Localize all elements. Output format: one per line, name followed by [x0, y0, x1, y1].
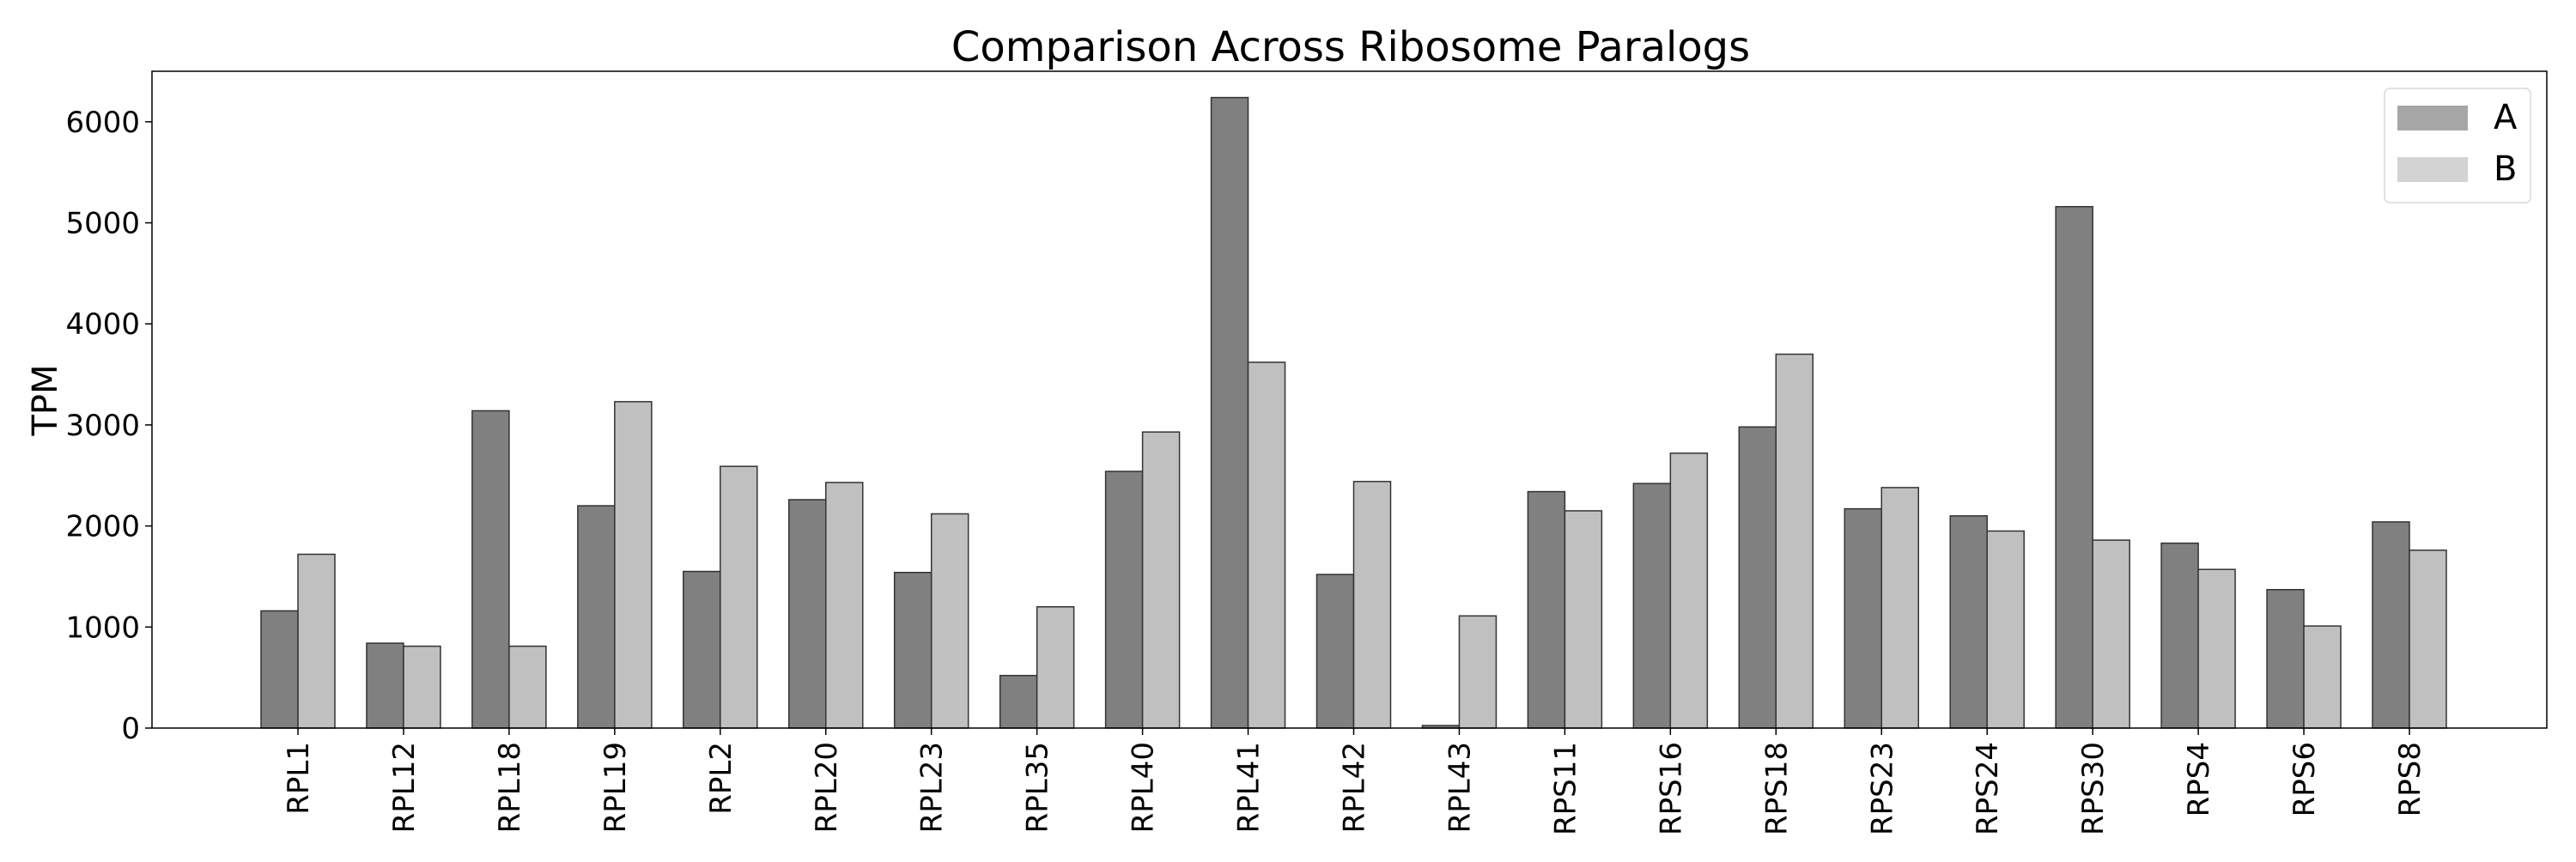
y-tick-label: 3000	[65, 409, 140, 443]
bar-rpl20-a	[788, 499, 827, 729]
bar-rps24-b	[1986, 530, 2025, 729]
bar-rpl12-b	[403, 645, 441, 729]
bar-rps18-a	[1738, 426, 1777, 729]
legend-label-b: B	[2494, 149, 2517, 189]
bar-rpl41-b	[1247, 361, 1286, 729]
x-tick-label-rps18: RPS18	[1759, 742, 1794, 835]
y-tick-label: 6000	[65, 106, 140, 140]
bar-rps4-a	[2160, 542, 2199, 729]
bar-rps4-b	[2197, 568, 2236, 729]
bar-rpl42-b	[1352, 481, 1392, 729]
bar-rpl20-b	[825, 482, 864, 729]
x-tick-label-rpl19: RPL19	[598, 742, 633, 833]
bar-rpl1-a	[260, 610, 299, 729]
bar-rps6-b	[2303, 625, 2342, 729]
x-tick-label-rpl43: RPL43	[1443, 742, 1477, 833]
bar-rps11-a	[1527, 490, 1566, 729]
x-tick-label-rpl41: RPL41	[1232, 742, 1267, 833]
y-axis-label: TPM	[26, 364, 65, 436]
x-axis-ticks: RPL1 RPL12 RPL18 RPL19 RPL2 RPL20 RPL23 RPL35 RP…	[282, 728, 2427, 835]
x-tick-label-rps6: RPS6	[2287, 742, 2322, 816]
bar-rpl40-b	[1141, 431, 1181, 729]
bar-rpl23-a	[893, 572, 933, 729]
plot-frame	[151, 70, 2548, 729]
x-tick-label-rpl18: RPL18	[493, 742, 527, 833]
bar-rpl40-a	[1104, 470, 1144, 729]
legend-swatch-a	[2397, 106, 2468, 131]
x-tick-label-rps16: RPS16	[1654, 742, 1688, 835]
x-tick-label-rpl20: RPL20	[810, 742, 844, 833]
y-tick-label: 4000	[65, 307, 140, 342]
bar-rpl42-a	[1315, 574, 1355, 729]
bar-rpl19-a	[577, 505, 616, 729]
x-tick-label-rpl40: RPL40	[1127, 742, 1161, 833]
x-tick-label-rpl12: RPL12	[387, 742, 422, 833]
x-tick-label-rps30: RPS30	[2076, 742, 2111, 835]
y-axis-ticks: 0 1000 2000 3000 4000 5000 6000	[65, 106, 152, 746]
bar-rpl2-b	[720, 465, 758, 729]
bar-rps24-a	[1949, 515, 1988, 729]
x-tick-label-rps8: RPS8	[2393, 742, 2427, 816]
bar-rps8-b	[2409, 549, 2447, 729]
bar-rpl35-b	[1036, 606, 1075, 729]
x-tick-label-rps11: RPS11	[1548, 742, 1583, 835]
bar-rps16-a	[1632, 483, 1672, 729]
bar-rps6-a	[2266, 589, 2305, 729]
x-tick-label-rpl2: RPL2	[704, 742, 738, 815]
bar-rpl18-a	[471, 410, 510, 729]
bar-rps8-a	[2372, 521, 2410, 729]
bar-rps30-b	[2092, 539, 2130, 729]
bar-rpl19-b	[614, 401, 653, 729]
x-tick-label-rpl42: RPL42	[1338, 742, 1372, 833]
y-tick-label: 5000	[65, 207, 140, 241]
bar-rps30-a	[2055, 205, 2093, 729]
legend-label-a: A	[2494, 98, 2518, 137]
bar-rps18-b	[1775, 353, 1814, 729]
bar-rpl12-a	[366, 642, 404, 729]
x-tick-label-rpl35: RPL35	[1021, 742, 1055, 833]
y-tick-label: 1000	[65, 610, 140, 645]
legend-swatch-b	[2397, 157, 2468, 182]
x-tick-label-rps23: RPS23	[1865, 742, 1899, 835]
bar-rpl2-a	[683, 570, 721, 729]
chart-title: Comparison Across Ribosome Paralogs	[951, 23, 1750, 71]
bar-rps23-a	[1844, 507, 1882, 729]
bar-rpl41-a	[1210, 96, 1249, 729]
legend: AB	[2384, 88, 2531, 203]
bar-rps11-b	[1564, 510, 1603, 729]
bar-rpl23-b	[930, 513, 969, 729]
x-tick-label-rpl1: RPL1	[282, 742, 316, 815]
bars-group	[260, 96, 2447, 729]
bar-rps16-b	[1669, 452, 1709, 729]
y-tick-label: 0	[121, 712, 140, 746]
bar-rpl18-b	[508, 645, 547, 729]
x-tick-label-rps24: RPS24	[1971, 742, 2005, 835]
bar-rpl35-a	[999, 675, 1038, 729]
x-tick-label-rps4: RPS4	[2182, 742, 2216, 816]
bar-rpl43-b	[1458, 615, 1498, 729]
bar-rpl1-b	[297, 553, 336, 729]
x-tick-label-rpl23: RPL23	[915, 742, 950, 833]
y-tick-label: 2000	[65, 510, 140, 544]
bar-rps23-b	[1880, 487, 1919, 729]
